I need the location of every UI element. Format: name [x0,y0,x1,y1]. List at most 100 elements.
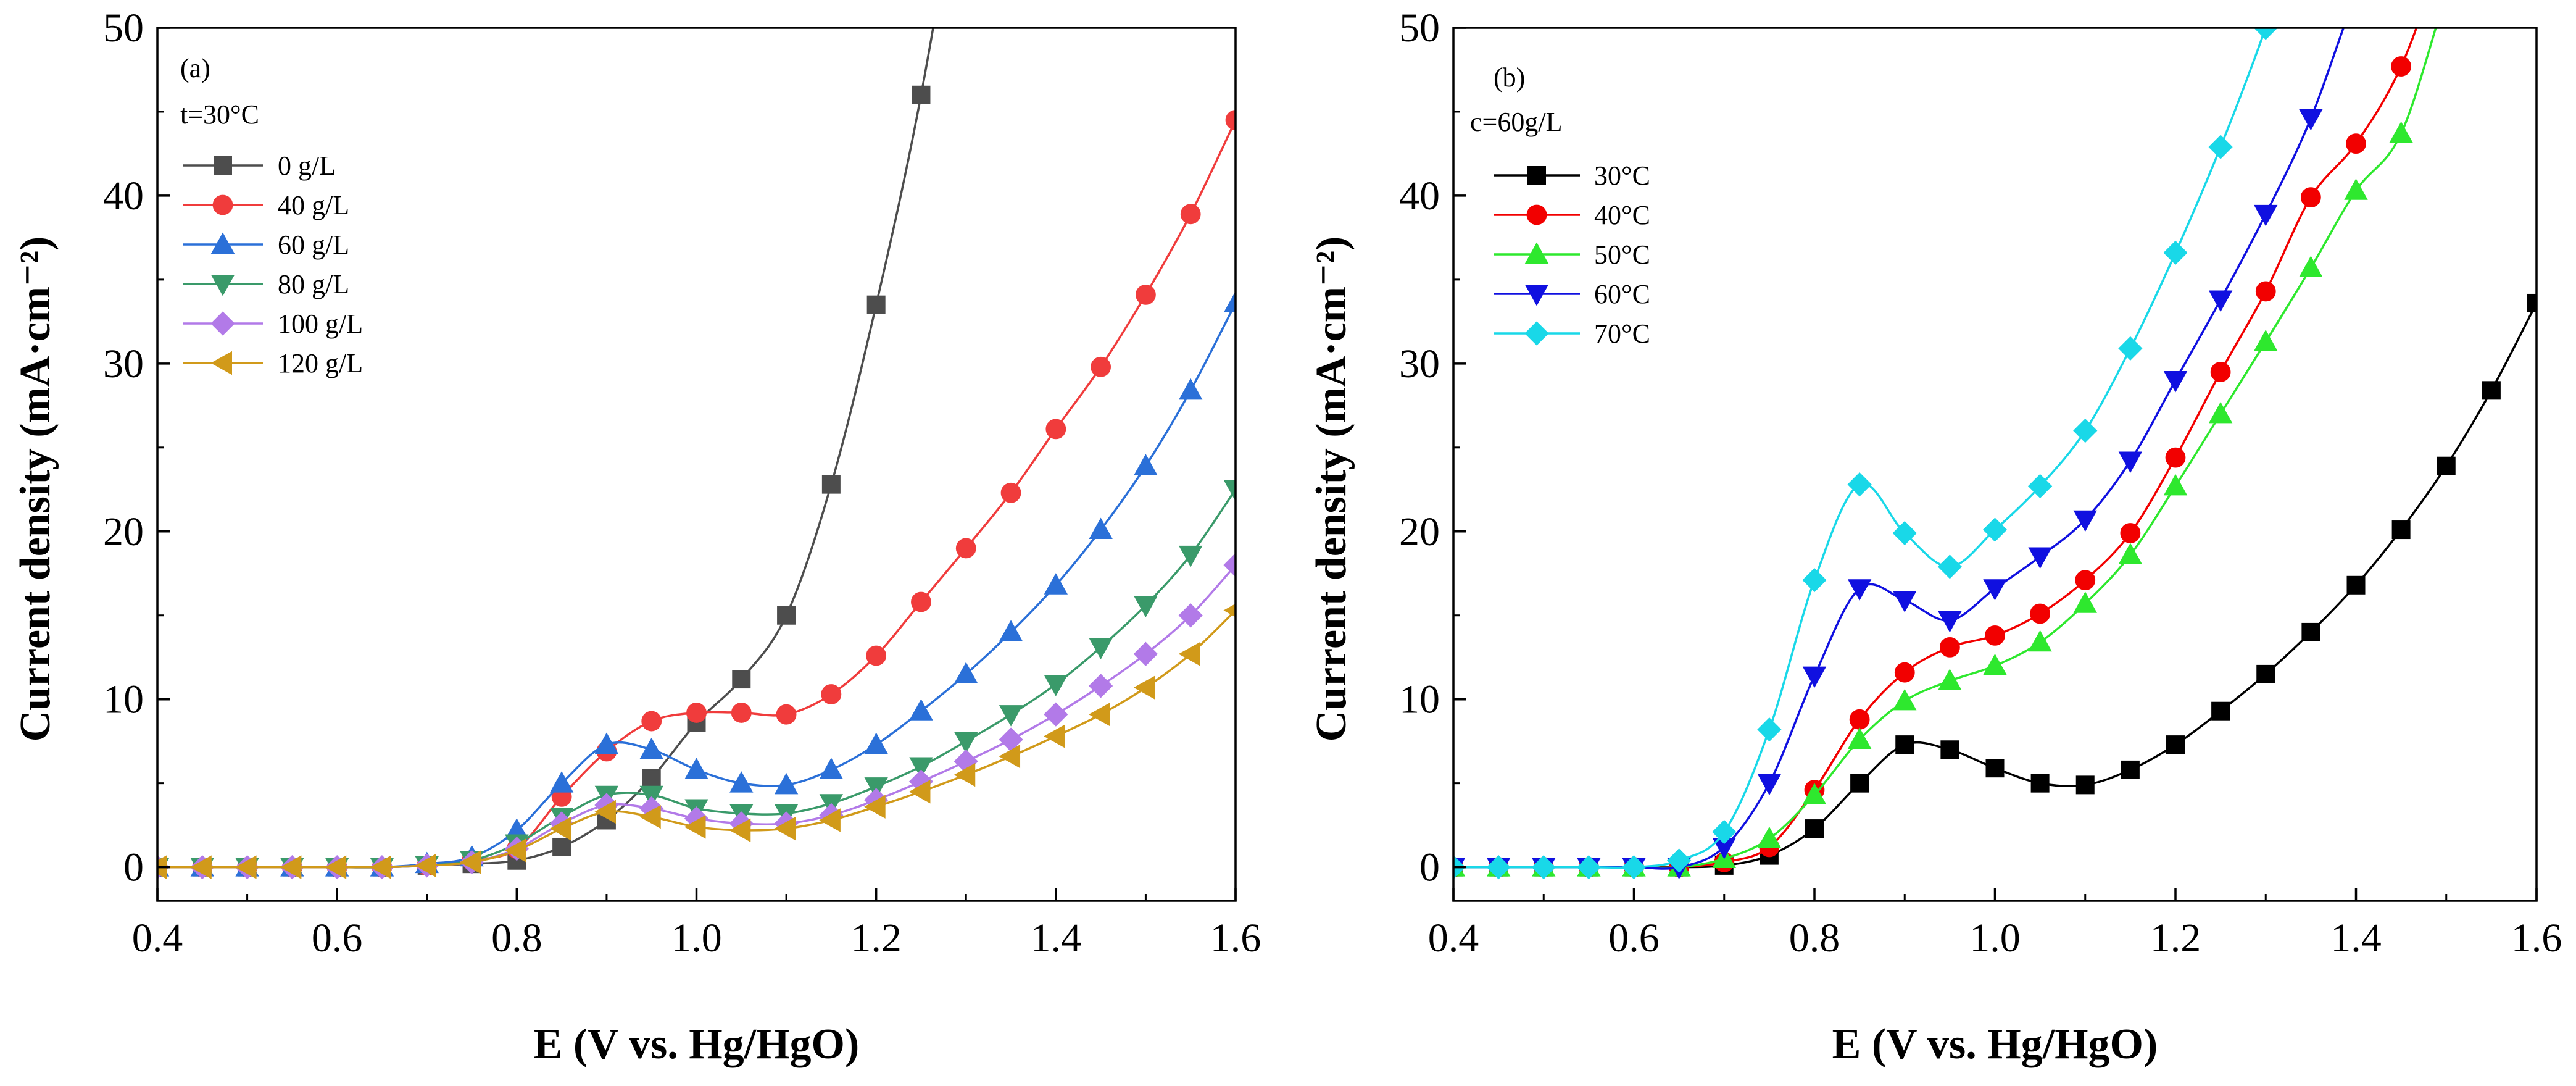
data-point-50-c-14 [2073,591,2097,613]
data-point-40-c-17 [2210,362,2231,382]
legend-a: 0 g/L 40 g/L 60 g/L 80 g/L 100 g/L 120 g/L [183,151,363,378]
data-point-50-c-15 [2118,543,2143,564]
x-tick-label-b-0: 0.4 [1428,916,1479,961]
legend-marker-40-g-l [212,194,233,215]
legend-label-50-c: 50°C [1594,240,1650,270]
data-point-30-c-18 [2256,664,2275,683]
legend-item-0-g-l: 0 g/L [183,151,336,181]
data-point-60-g-l-11 [639,737,663,759]
x-tick-label-a-2: 0.8 [491,916,542,961]
data-point-50-c-8 [1802,783,1827,804]
legend-item-60-c: 60°C [1494,279,1650,309]
data-point-40-g-l-13 [731,703,752,723]
data-point-60-g-l-12 [684,758,708,779]
data-point-50-c-7 [1757,826,1782,848]
data-point-40-g-l-18 [955,538,976,559]
y-tick-label-b-3: 30 [1399,341,1440,386]
y-tick-label-a-0: 0 [123,845,144,890]
legend-label-0-g-l: 0 g/L [278,151,336,181]
data-point-70-c-6 [1712,819,1737,845]
y-axis-title-b: Current density (mA·cm⁻²) [1308,236,1355,742]
data-point-70-c-11 [1937,554,1962,579]
legend-label-70-c: 70°C [1594,319,1650,349]
data-point-120-g-l-13 [729,818,751,842]
legend-item-100-g-l: 100 g/L [183,309,363,339]
x-tick-label-a-6: 1.6 [1210,916,1261,961]
data-point-70-c-8 [1802,568,1827,593]
chart-panel-a: 0.4 0.6 0.8 1.0 1.2 1.4 1.6 0 10 20 30 40 50 E (V vs.… [12,6,1261,1068]
data-point-40-c-9 [1849,709,1870,730]
data-point-50-c-10 [1893,688,1917,711]
data-point-0-g-l-9 [552,837,571,856]
x-tick-label-b-5: 1.4 [2330,916,2382,961]
condition-label-b: c=60g/L [1470,107,1562,137]
data-point-30-c-14 [2075,775,2095,795]
data-point-40-c-11 [1939,637,1960,658]
data-point-60-c-19 [2299,109,2323,131]
data-point-120-g-l-22 [1133,675,1155,700]
data-point-60-g-l-10 [594,732,619,754]
data-point-0-g-l-16 [866,295,886,314]
data-point-60-g-l-13 [729,771,754,793]
data-point-30-c-11 [1940,740,1959,759]
data-point-0-g-l-15 [821,475,841,494]
data-point-120-g-l-12 [684,815,706,839]
data-point-40-g-l-19 [1000,482,1021,503]
data-point-80-g-l-20 [1044,675,1068,696]
data-point-40-c-14 [2075,570,2096,591]
data-point-70-c-7 [1757,717,1782,742]
data-point-40-c-20 [2346,133,2366,154]
legend-label-60-c: 60°C [1594,279,1650,309]
data-point-40-c-12 [1985,625,2005,646]
condition-label-a: t=30°C [180,99,259,130]
data-point-60-g-l-22 [1134,454,1158,475]
data-point-120-g-l-19 [999,744,1021,769]
data-point-120-g-l-16 [864,795,886,819]
x-tick-label-a-3: 1.0 [671,916,722,961]
x-tick-label-b-2: 0.8 [1789,916,1840,961]
x-tick-label-a-4: 1.2 [850,916,902,961]
y-axis-title-a: Current density (mA·cm⁻²) [12,236,59,742]
chart-panel-b: 0.4 0.6 0.8 1.0 1.2 1.4 1.6 0 10 20 30 40 50 E (V vs.… [1308,6,2562,1068]
panel-label-b: (b) [1494,62,1525,93]
data-point-40-c-19 [2300,187,2321,208]
y-tick-label-b-5: 50 [1399,6,1440,51]
data-point-100-g-l-20 [1044,702,1068,727]
data-point-60-c-8 [1802,666,1827,688]
data-point-70-c-14 [2073,419,2098,443]
series-line-70-c [1453,28,2267,869]
data-point-50-c-9 [1847,727,1872,749]
data-point-50-c-12 [1983,653,2007,675]
y-tick-label-a-3: 30 [103,341,144,386]
data-point-70-c-5 [1667,848,1692,873]
data-point-120-g-l-11 [639,804,661,829]
legend-marker-0-g-l [214,156,232,175]
data-point-40-c-16 [2165,447,2186,468]
legend-item-120-g-l: 120 g/L [183,348,363,378]
data-point-120-g-l-18 [954,762,976,787]
panel-label-a: (a) [180,53,210,83]
data-point-30-c-22 [2437,456,2456,475]
data-point-80-g-l-24 [1223,480,1236,502]
data-point-70-c-10 [1892,520,1917,546]
legend-label-120-g-l: 120 g/L [278,348,363,378]
data-point-120-g-l-21 [1089,702,1110,727]
data-point-50-c-19 [2299,256,2323,277]
data-point-40-g-l-21 [1091,356,1111,377]
data-point-80-g-l-21 [1089,638,1113,659]
data-point-30-c-20 [2346,575,2366,595]
legend-marker-60-g-l [210,232,235,254]
y-tick-label-a-1: 10 [103,677,144,722]
data-point-50-c-18 [2254,329,2278,351]
data-point-40-c-21 [2391,56,2412,77]
data-point-100-g-l-22 [1133,641,1158,666]
data-point-120-g-l-14 [774,816,796,841]
data-point-40-g-l-11 [641,711,662,732]
plot-area-a [157,28,1236,880]
data-point-120-g-l-1 [190,855,212,879]
y-tick-label-a-2: 20 [103,509,144,554]
data-point-30-c-12 [1985,759,2005,778]
data-point-60-g-l-24 [1223,291,1236,312]
